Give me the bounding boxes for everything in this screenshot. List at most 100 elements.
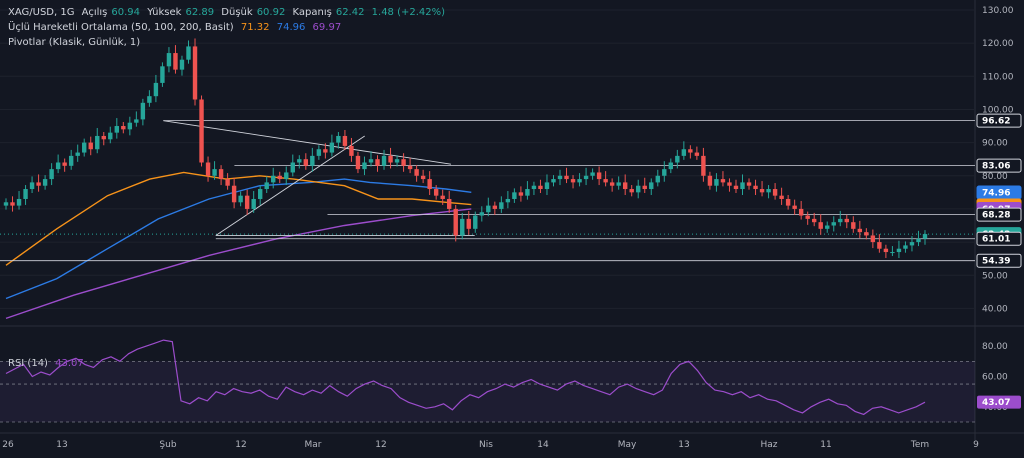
candle <box>95 128 100 154</box>
candle-body <box>701 155 706 176</box>
candle-body <box>186 46 191 60</box>
candle <box>922 230 928 245</box>
candle-body <box>10 202 15 206</box>
price-badge: 74.96 <box>976 185 1022 200</box>
candle <box>466 210 471 235</box>
candle <box>134 111 139 127</box>
candle-body <box>134 119 139 123</box>
time-tick-label: 13 <box>56 440 67 450</box>
candle <box>414 165 419 182</box>
candle-body <box>264 182 269 190</box>
candle-body <box>153 82 159 97</box>
ma-legend[interactable]: Üçlü Hareketli Ortalama (50, 100, 200, B… <box>8 21 345 35</box>
candle <box>355 151 361 174</box>
candle-body <box>225 179 230 186</box>
price-tick-label: 120.00 <box>982 39 1014 49</box>
badge-value: 96.62 <box>982 117 1010 127</box>
badge-box <box>976 231 1022 246</box>
candle <box>883 244 889 259</box>
candle-body <box>473 215 478 229</box>
candle <box>740 174 745 195</box>
candle <box>257 185 263 205</box>
candle-body <box>362 162 367 170</box>
candle <box>101 131 106 146</box>
candle-body <box>75 152 80 156</box>
candle <box>486 197 491 217</box>
candle-body <box>466 218 471 229</box>
symbol-label[interactable]: XAG/USD, 1G <box>8 7 75 18</box>
rsi-badge-box <box>977 395 1021 409</box>
badge-value: 68.28 <box>982 211 1010 221</box>
candle <box>896 240 902 259</box>
candle <box>310 147 315 172</box>
candle-body <box>551 179 556 183</box>
candle <box>759 181 765 197</box>
candle-body <box>727 182 732 186</box>
candle-body <box>531 185 537 190</box>
candle-body <box>323 149 328 153</box>
rsi-line <box>5 339 926 416</box>
candle-body <box>381 155 387 166</box>
candle-body <box>681 149 687 156</box>
candle-body <box>453 208 458 236</box>
candle-body <box>616 182 621 186</box>
candle-body <box>427 179 432 190</box>
price-badge: 61.01 <box>976 231 1022 246</box>
candle <box>368 151 374 167</box>
candle <box>199 95 204 167</box>
candle <box>108 126 113 144</box>
price-tick-label: 90.00 <box>982 139 1008 149</box>
candle <box>88 136 93 156</box>
candle <box>838 210 843 227</box>
candle-body <box>244 195 250 209</box>
candle-body <box>890 252 895 254</box>
candle <box>551 175 556 187</box>
candle-body <box>16 198 22 206</box>
candle-body <box>310 155 315 166</box>
candle <box>160 62 165 87</box>
time-tick-label: Mar <box>305 440 322 450</box>
candle <box>844 214 849 229</box>
trendline <box>215 135 365 236</box>
price-badges: 96.6283.0674.9671.3269.9768.2862.4261.01… <box>976 113 1022 409</box>
candle <box>642 177 647 194</box>
candle <box>336 131 341 149</box>
time-axis[interactable]: 26 13 Şub 12 Mar 12 Nis 14 May 13 Haz 11 Tem 9 <box>2 440 979 450</box>
candle-body <box>212 169 217 176</box>
candle <box>577 173 582 187</box>
candle <box>225 173 230 190</box>
candle-body <box>420 175 426 180</box>
candle <box>140 98 146 126</box>
candle <box>701 147 706 182</box>
candle-body <box>655 175 660 183</box>
candle-body <box>518 192 524 196</box>
candle-body <box>55 162 61 170</box>
candle-body <box>649 182 654 190</box>
candle <box>818 214 823 235</box>
time-tick-label: Haz <box>760 440 777 450</box>
candle-body <box>277 175 282 180</box>
candle-body <box>753 185 758 190</box>
candle-body <box>460 218 465 236</box>
candle-body <box>629 189 634 193</box>
candle-body <box>479 212 484 216</box>
candle-body <box>772 189 778 196</box>
candle-body <box>95 135 100 150</box>
pivot-legend[interactable]: Pivotlar (Klasik, Günlük, 1) <box>8 36 144 50</box>
candle-body <box>284 172 289 180</box>
rsi-legend[interactable]: RSI (14) 43.07 <box>8 357 88 371</box>
price-badge: 96.62 <box>976 113 1022 128</box>
candle <box>473 211 478 233</box>
candle <box>394 155 400 167</box>
candle-body <box>62 162 67 166</box>
candle <box>16 191 22 210</box>
candles[interactable] <box>3 38 928 259</box>
candle-body <box>218 169 224 180</box>
candle <box>271 167 276 189</box>
candle <box>570 175 576 189</box>
price-badge: 83.06 <box>976 158 1022 173</box>
badge-box <box>976 253 1022 268</box>
candle-body <box>88 142 93 150</box>
ma50-value: 71.32 <box>240 22 270 33</box>
